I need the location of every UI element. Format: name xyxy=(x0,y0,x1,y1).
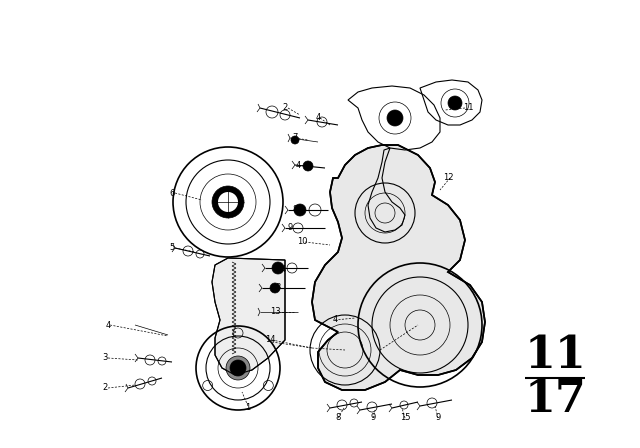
Text: 3: 3 xyxy=(102,353,108,362)
Text: 4: 4 xyxy=(332,315,338,324)
Text: 17: 17 xyxy=(524,379,586,422)
Text: 4: 4 xyxy=(296,160,301,169)
Text: 7: 7 xyxy=(292,134,298,142)
Circle shape xyxy=(448,96,462,110)
Text: 10: 10 xyxy=(297,237,307,246)
Circle shape xyxy=(291,136,299,144)
Text: 5: 5 xyxy=(170,244,175,253)
Polygon shape xyxy=(312,145,485,390)
Circle shape xyxy=(226,356,250,380)
Text: 1: 1 xyxy=(245,404,251,413)
Text: 4: 4 xyxy=(316,113,321,122)
Text: 4: 4 xyxy=(106,320,111,329)
Circle shape xyxy=(212,186,244,218)
Circle shape xyxy=(230,360,246,376)
Circle shape xyxy=(387,110,403,126)
Text: 9: 9 xyxy=(435,414,440,422)
Circle shape xyxy=(218,192,238,212)
Text: 9: 9 xyxy=(371,414,376,422)
Text: 3: 3 xyxy=(275,284,281,293)
Polygon shape xyxy=(212,258,285,375)
Text: 13: 13 xyxy=(269,307,280,316)
Circle shape xyxy=(294,204,306,216)
Text: 4: 4 xyxy=(280,266,285,275)
Text: 6: 6 xyxy=(170,189,175,198)
Text: 14: 14 xyxy=(265,336,275,345)
Text: 11: 11 xyxy=(524,333,586,376)
Text: 9: 9 xyxy=(287,224,292,233)
Text: 2: 2 xyxy=(102,383,108,392)
Text: 8: 8 xyxy=(292,206,298,215)
Text: 8: 8 xyxy=(335,414,340,422)
Circle shape xyxy=(303,161,313,171)
Circle shape xyxy=(270,283,280,293)
Text: 2: 2 xyxy=(282,103,287,112)
Circle shape xyxy=(272,262,284,274)
Text: 12: 12 xyxy=(443,173,453,182)
Text: 11: 11 xyxy=(463,103,473,112)
Text: 15: 15 xyxy=(400,414,410,422)
